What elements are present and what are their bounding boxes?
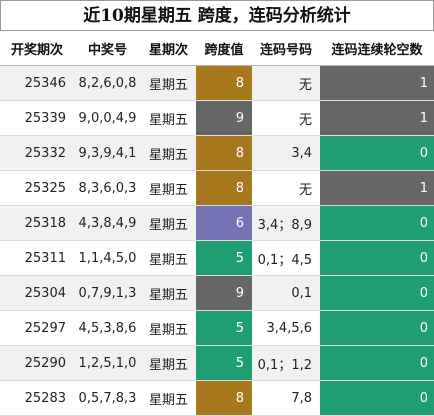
cell-issue: 25332 xyxy=(0,135,74,171)
header-miss: 连码连续轮空数 xyxy=(320,31,434,66)
cell-weekday: 星期五 xyxy=(141,100,196,136)
cell-miss: 1 xyxy=(320,170,434,206)
cell-issue: 25346 xyxy=(0,65,74,101)
cell-miss: 0 xyxy=(320,275,434,311)
table-row: 25290 1,2,5,1,0 星期五 5 0,1；1,2 0 xyxy=(0,345,434,381)
cell-lian: 0,1；1,2 xyxy=(252,345,320,381)
cell-weekday: 星期五 xyxy=(141,135,196,171)
cell-weekday: 星期五 xyxy=(141,275,196,311)
cell-miss: 0 xyxy=(320,135,434,171)
header-span: 跨度值 xyxy=(196,31,252,66)
cell-span: 8 xyxy=(196,170,252,206)
table-row: 25339 9,0,0,4,9 星期五 9 无 1 xyxy=(0,100,434,136)
cell-lian: 无 xyxy=(252,100,320,136)
cell-numbers: 8,3,6,0,3 xyxy=(74,170,141,206)
header-numbers: 中奖号 xyxy=(74,31,141,66)
cell-issue: 25297 xyxy=(0,310,74,346)
header-row: 开奖期次 中奖号 星期次 跨度值 连码号码 连码连续轮空数 xyxy=(0,31,434,66)
cell-miss: 1 xyxy=(320,100,434,136)
cell-issue: 25325 xyxy=(0,170,74,206)
header-weekday: 星期次 xyxy=(141,31,196,66)
cell-numbers: 1,2,5,1,0 xyxy=(74,345,141,381)
cell-weekday: 星期五 xyxy=(141,345,196,381)
cell-lian: 无 xyxy=(252,170,320,206)
cell-numbers: 0,5,7,8,3 xyxy=(74,380,141,416)
header-issue: 开奖期次 xyxy=(0,31,74,66)
cell-span: 5 xyxy=(196,240,252,276)
cell-span: 5 xyxy=(196,310,252,346)
cell-weekday: 星期五 xyxy=(141,310,196,346)
table-row: 25318 4,3,8,4,9 星期五 6 3,4；8,9 0 xyxy=(0,205,434,241)
cell-issue: 25290 xyxy=(0,345,74,381)
stats-table: 开奖期次 中奖号 星期次 跨度值 连码号码 连码连续轮空数 25346 8,2,6… xyxy=(0,31,434,416)
cell-issue: 25339 xyxy=(0,100,74,136)
cell-issue: 25304 xyxy=(0,275,74,311)
cell-span: 8 xyxy=(196,135,252,171)
cell-miss: 0 xyxy=(320,345,434,381)
table-row: 25346 8,2,6,0,8 星期五 8 无 1 xyxy=(0,65,434,101)
cell-lian: 无 xyxy=(252,65,320,101)
cell-numbers: 9,0,0,4,9 xyxy=(74,100,141,136)
cell-span: 9 xyxy=(196,100,252,136)
cell-weekday: 星期五 xyxy=(141,205,196,241)
cell-numbers: 8,2,6,0,8 xyxy=(74,65,141,101)
cell-issue: 25283 xyxy=(0,380,74,416)
cell-miss: 0 xyxy=(320,310,434,346)
table-body: 25346 8,2,6,0,8 星期五 8 无 1 25339 9,0,0,4,9 星期五 9 无 1… xyxy=(0,65,434,416)
cell-lian: 0,1 xyxy=(252,275,320,311)
cell-span: 8 xyxy=(196,380,252,416)
cell-numbers: 4,3,8,4,9 xyxy=(74,205,141,241)
page-title: 近10期星期五 跨度，连码分析统计 xyxy=(0,0,434,31)
cell-span: 6 xyxy=(196,205,252,241)
cell-miss: 0 xyxy=(320,380,434,416)
cell-miss: 0 xyxy=(320,205,434,241)
cell-weekday: 星期五 xyxy=(141,240,196,276)
table-row: 25283 0,5,7,8,3 星期五 8 7,8 0 xyxy=(0,380,434,416)
cell-span: 8 xyxy=(196,65,252,101)
table-row: 25311 1,1,4,5,0 星期五 5 0,1；4,5 0 xyxy=(0,240,434,276)
cell-miss: 0 xyxy=(320,240,434,276)
cell-lian: 0,1；4,5 xyxy=(252,240,320,276)
cell-numbers: 0,7,9,1,3 xyxy=(74,275,141,311)
cell-issue: 25318 xyxy=(0,205,74,241)
cell-numbers: 4,5,3,8,6 xyxy=(74,310,141,346)
table-row: 25332 9,3,9,4,1 星期五 8 3,4 0 xyxy=(0,135,434,171)
table-row: 25325 8,3,6,0,3 星期五 8 无 1 xyxy=(0,170,434,206)
cell-weekday: 星期五 xyxy=(141,380,196,416)
cell-lian: 7,8 xyxy=(252,380,320,416)
cell-numbers: 9,3,9,4,1 xyxy=(74,135,141,171)
table-row: 25304 0,7,9,1,3 星期五 9 0,1 0 xyxy=(0,275,434,311)
table-row: 25297 4,5,3,8,6 星期五 5 3,4,5,6 0 xyxy=(0,310,434,346)
cell-weekday: 星期五 xyxy=(141,65,196,101)
header-lian: 连码号码 xyxy=(252,31,320,66)
cell-issue: 25311 xyxy=(0,240,74,276)
cell-span: 5 xyxy=(196,345,252,381)
cell-numbers: 1,1,4,5,0 xyxy=(74,240,141,276)
cell-lian: 3,4 xyxy=(252,135,320,171)
cell-miss: 1 xyxy=(320,65,434,101)
cell-span: 9 xyxy=(196,275,252,311)
cell-lian: 3,4,5,6 xyxy=(252,310,320,346)
cell-lian: 3,4；8,9 xyxy=(252,205,320,241)
cell-weekday: 星期五 xyxy=(141,170,196,206)
